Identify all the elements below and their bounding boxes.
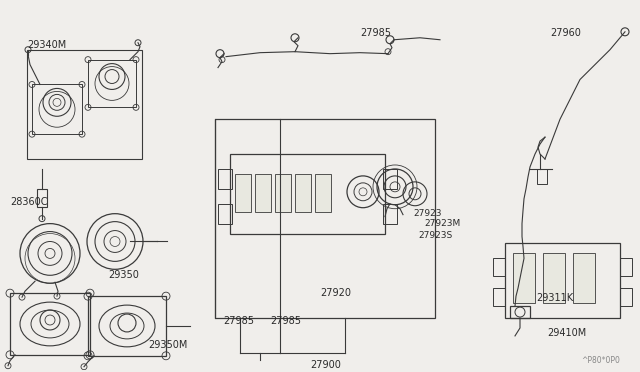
Bar bbox=[383, 169, 397, 189]
Bar bbox=[10, 293, 90, 355]
Text: 27923M: 27923M bbox=[424, 219, 460, 228]
Bar bbox=[493, 259, 505, 276]
Bar bbox=[88, 60, 136, 108]
Text: ^P80*0P0: ^P80*0P0 bbox=[581, 356, 620, 365]
Text: 27985: 27985 bbox=[223, 316, 254, 326]
Bar bbox=[505, 244, 620, 318]
Bar bbox=[215, 119, 435, 318]
Text: 29350M: 29350M bbox=[148, 340, 188, 350]
Text: 27985: 27985 bbox=[360, 28, 391, 38]
Bar bbox=[315, 174, 331, 212]
Bar bbox=[255, 174, 271, 212]
Bar bbox=[218, 204, 232, 224]
Bar bbox=[620, 259, 632, 276]
Bar bbox=[543, 253, 565, 303]
Text: 27920: 27920 bbox=[320, 288, 351, 298]
Text: 27985: 27985 bbox=[270, 316, 301, 326]
Text: 29340M: 29340M bbox=[27, 40, 67, 50]
Bar bbox=[383, 204, 397, 224]
Bar bbox=[513, 253, 535, 303]
Bar bbox=[27, 50, 142, 159]
Text: 29311K: 29311K bbox=[536, 293, 573, 303]
Bar bbox=[537, 169, 547, 184]
Text: 27900: 27900 bbox=[310, 360, 341, 370]
Bar bbox=[32, 84, 82, 134]
Bar bbox=[235, 174, 251, 212]
Bar bbox=[510, 306, 530, 318]
Bar bbox=[275, 174, 291, 212]
Bar bbox=[295, 174, 311, 212]
Bar bbox=[620, 288, 632, 306]
Bar bbox=[218, 169, 232, 189]
Bar bbox=[88, 296, 166, 356]
Text: 29410M: 29410M bbox=[547, 328, 586, 338]
Bar bbox=[37, 189, 47, 207]
Text: 27923: 27923 bbox=[413, 209, 442, 218]
Bar bbox=[573, 253, 595, 303]
Bar bbox=[493, 288, 505, 306]
Text: 28360C: 28360C bbox=[10, 197, 47, 207]
Text: 29350: 29350 bbox=[108, 270, 139, 280]
Bar bbox=[230, 154, 385, 234]
Text: 27923S: 27923S bbox=[418, 231, 452, 240]
Text: 27960: 27960 bbox=[550, 28, 581, 38]
